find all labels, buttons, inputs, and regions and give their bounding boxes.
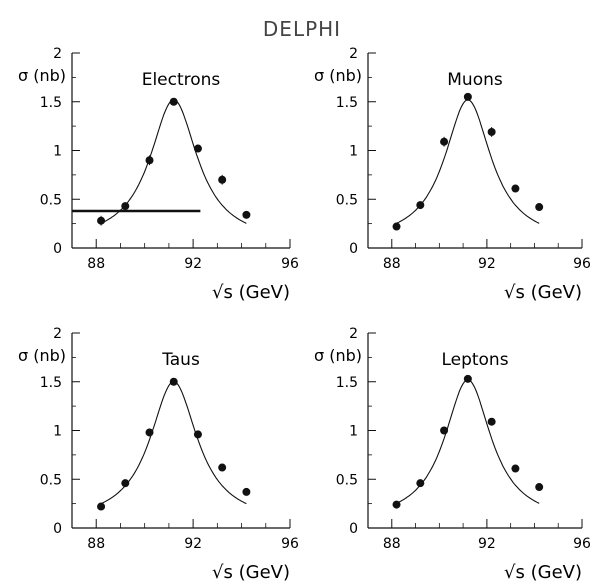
panel-taus: 0 0.5 1 1.5 2 88 92 96 σ (nb) √s (GeV) Taus [18,326,299,583]
x-axis-label: √s (GeV) [212,282,290,303]
y-tick-label: 0 [53,241,62,257]
data-point [511,464,520,473]
x-tick-label: 92 [478,536,496,552]
data-point [242,487,251,496]
panel-title: Muons [447,70,503,90]
data-point [511,184,520,193]
figure-title: DELPHI [263,17,341,41]
y-tick-label: 0 [349,241,358,257]
panel-title: Taus [161,350,200,370]
data-point [169,377,178,386]
y-tick-label: 0.5 [40,472,62,488]
x-tick-label: 88 [87,536,105,552]
y-tick-label: 1 [53,144,62,160]
x-axis-label: √s (GeV) [212,562,290,583]
y-tick-label: 2 [53,326,62,342]
y-tick-label: 1.5 [40,375,62,391]
y-axis-label: σ (nb) [18,66,66,85]
panel-title: Electrons [142,70,221,90]
y-tick-label: 1.5 [40,95,62,111]
y-tick-label: 1.5 [336,95,358,111]
x-tick-label: 88 [383,536,401,552]
y-tick-label: 2 [53,46,62,62]
y-axis-label: σ (nb) [18,346,66,365]
y-tick-label: 1 [349,424,358,440]
y-tick-label: 0 [349,521,358,537]
data-point [97,502,106,511]
data-point [392,222,401,231]
x-axis-label: √s (GeV) [504,562,582,583]
panel-muons: 0 0.5 1 1.5 2 88 92 96 σ (nb) √s (GeV) Muons [314,46,591,303]
y-tick-label: 0.5 [336,472,358,488]
data-point [416,201,425,210]
data-point [97,216,106,225]
data-point [193,144,202,153]
y-axis-label: σ (nb) [314,66,362,85]
data-point [145,156,154,165]
data-point [535,483,544,492]
x-tick-label: 96 [573,536,591,552]
x-tick-label: 92 [184,536,202,552]
x-axis-label: √s (GeV) [504,282,582,303]
data-point [535,203,544,212]
data-point [242,210,251,219]
y-tick-label: 0 [53,521,62,537]
y-tick-label: 0.5 [40,192,62,208]
x-tick-label: 92 [478,256,496,272]
data-point [392,500,401,509]
y-tick-label: 0.5 [336,192,358,208]
data-point [193,430,202,439]
data-point [416,479,425,488]
x-tick-label: 92 [184,256,202,272]
data-point [218,463,227,472]
data-point [463,374,472,383]
x-tick-label: 96 [281,256,299,272]
data-point [440,426,449,435]
data-point [440,137,449,146]
y-tick-label: 2 [349,46,358,62]
x-tick-label: 96 [573,256,591,272]
data-point [145,428,154,437]
data-point [487,417,496,426]
y-tick-label: 2 [349,326,358,342]
panel-leptons: 0 0.5 1 1.5 2 88 92 96 σ (nb) √s (GeV) Leptons [314,326,591,583]
x-tick-label: 96 [281,536,299,552]
data-point [121,202,130,211]
x-tick-label: 88 [87,256,105,272]
data-point [487,127,496,136]
data-point [463,92,472,101]
y-tick-label: 1 [53,424,62,440]
panel-electrons: 0 0.5 1 1.5 2 88 92 96 σ (nb) √s (GeV) Electrons [18,46,299,303]
x-tick-label: 88 [383,256,401,272]
data-point [218,175,227,184]
y-axis-label: σ (nb) [314,346,362,365]
data-point [121,479,130,488]
y-tick-label: 1.5 [336,375,358,391]
panel-title: Leptons [441,350,508,370]
data-point [169,97,178,106]
y-tick-label: 1 [349,144,358,160]
